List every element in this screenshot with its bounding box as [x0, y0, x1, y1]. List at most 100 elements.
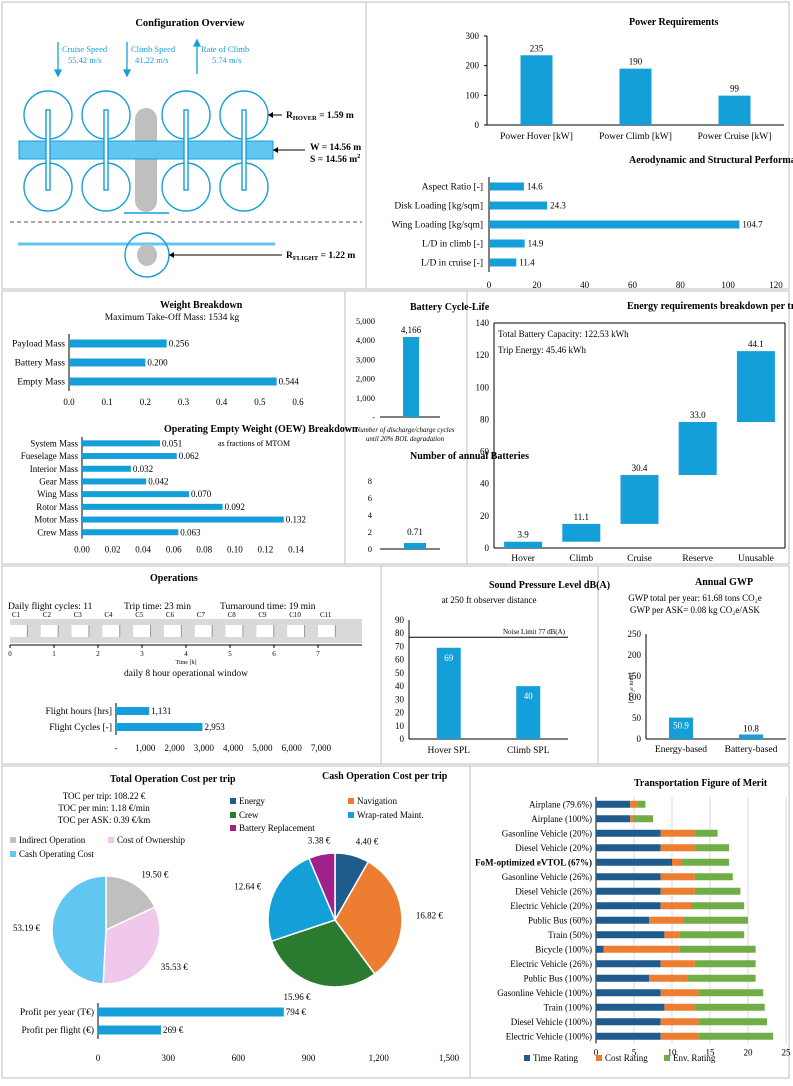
- fom-bar-segment: [660, 1032, 699, 1040]
- profit-category-label: Profit per flight (€): [21, 1025, 94, 1036]
- aero-data-label: 14.9: [528, 239, 544, 249]
- weight-xtick: 0.2: [140, 397, 151, 407]
- cycle-caption-1: Number of discharge/charge cycles: [355, 426, 455, 434]
- ops-hours-xtick: 5,000: [252, 743, 273, 753]
- cycle-ytick: 3,000: [356, 354, 375, 364]
- profit-data-label: 269 €: [163, 1025, 184, 1035]
- fom-category-label: Diesel Vehicle (100%): [511, 1017, 592, 1027]
- time-axis-label: Time [h]: [176, 660, 197, 666]
- annual-batteries-ytick: 2: [368, 527, 372, 537]
- cruise-speed-label: Cruise Speed: [62, 44, 108, 54]
- aero-xtick: 100: [721, 280, 735, 290]
- gwp-title: Annual GWP: [695, 577, 753, 588]
- annual-batteries-ytick: 0: [368, 544, 372, 554]
- weight-xtick: 0.6: [292, 397, 304, 407]
- energy-ytick: 0: [485, 543, 490, 553]
- timeline-xtick: 4: [184, 650, 188, 658]
- power-data-label: 99: [730, 84, 740, 94]
- aero-category-label: L/D in climb [-]: [422, 240, 483, 250]
- timeline-cycle-label: C10: [289, 611, 301, 619]
- fom-bar-segment: [649, 974, 688, 982]
- fom-bar-segment: [596, 1018, 661, 1026]
- fom-category-label: Electric Vehicle (20%): [510, 901, 592, 911]
- trip-energy-label: Trip Energy: 45.46 kWh: [498, 345, 587, 355]
- toc-data-label: 35.53 €: [161, 962, 189, 972]
- toc-legend-label: Cash Operating Cost: [19, 849, 94, 859]
- annual-batteries-ytick: 4: [368, 510, 373, 520]
- timeline-xtick: 3: [140, 650, 144, 658]
- timeline-turnaround-marker: [180, 625, 182, 637]
- gwp-category-label: Energy-based: [655, 745, 707, 755]
- energy-bar: [620, 475, 659, 524]
- cycle-title: Battery Cycle-Life: [410, 302, 490, 313]
- fom-bar-segment: [679, 931, 745, 939]
- cash-data-label: 3.38 €: [308, 836, 331, 846]
- oew-category-label: Rotor Mass: [36, 502, 78, 512]
- fom-category-label: Airplane (79.6%): [529, 799, 592, 809]
- timeline-turnaround-marker: [26, 625, 28, 637]
- cash-legend-label: Crew: [239, 810, 259, 820]
- timeline-turnaround-marker: [273, 625, 275, 637]
- fom-bar-segment: [664, 1003, 695, 1011]
- cash-slice: [307, 852, 336, 921]
- oew-xtick: 0.04: [135, 545, 151, 555]
- fom-legend-swatch: [524, 1055, 530, 1061]
- aero-bar: [489, 239, 525, 248]
- fom-bar-segment: [660, 873, 695, 881]
- cash-legend-swatch: [230, 825, 236, 831]
- energy-data-label: 44.1: [748, 339, 764, 349]
- power-category-label: Power Climb [kW]: [599, 132, 672, 142]
- toc-slice: [102, 906, 161, 985]
- timeline-background: [10, 619, 362, 643]
- aero-bar: [489, 258, 517, 267]
- fom-legend-label: Cost Rating: [605, 1053, 648, 1063]
- energy-bar: [736, 351, 775, 422]
- ops-hours-xtick: 6,000: [282, 743, 303, 753]
- profit-xtick: 900: [302, 1053, 316, 1063]
- fom-bar-segment: [634, 815, 653, 823]
- cycle-ytick: 4,000: [356, 335, 375, 345]
- power-ytick: 100: [466, 90, 480, 100]
- gwp-bar: [669, 717, 693, 739]
- fom-bar-segment: [681, 858, 729, 866]
- weight-category-label: Payload Mass: [12, 340, 65, 350]
- fom-xtick: 20: [744, 1048, 754, 1058]
- fom-bar-segment: [596, 916, 650, 924]
- toc-trip-label: TOC per trip: 108.22 €: [63, 791, 146, 801]
- mtom-label: Maximum Take-Off Mass: 1534 kg: [105, 312, 240, 323]
- energy-bar: [504, 541, 543, 548]
- profit-bar: [98, 1007, 284, 1017]
- aero-data-label: 14.6: [527, 182, 543, 192]
- daily-cycles-label: Daily flight cycles: 11: [8, 601, 93, 612]
- oew-note: as fractions of MTOM: [218, 439, 290, 448]
- aero-title: Aerodynamic and Structural Performance M…: [629, 155, 793, 166]
- wing-top: [18, 140, 274, 160]
- fom-bar-segment: [649, 916, 684, 924]
- ops-hours-bar: [116, 723, 203, 731]
- fom-bar-segment: [694, 829, 718, 837]
- cash-slice: [334, 860, 403, 975]
- energy-data-label: 30.4: [632, 463, 648, 473]
- spl-category-label: Hover SPL: [428, 746, 471, 756]
- gwp-ytick: 200: [628, 650, 642, 660]
- fom-bar-segment: [683, 916, 748, 924]
- annual-batteries-ytick: 6: [368, 493, 372, 503]
- frame-cost: [1, 765, 790, 1079]
- aero-xtick: 60: [628, 280, 638, 290]
- aero-bar: [489, 182, 524, 191]
- oew-title: Operating Empty Weight (OEW) Breakdown: [164, 424, 358, 435]
- timeline-turnaround-marker: [334, 625, 336, 637]
- timeline-flight-block: [133, 625, 151, 637]
- cash-legend-swatch: [348, 798, 354, 804]
- cash-title: Cash Operation Cost per trip: [322, 771, 448, 782]
- toc-title: Total Operation Cost per trip: [110, 774, 236, 785]
- profit-data-label: 794 €: [286, 1007, 307, 1017]
- fom-xtick: 5: [632, 1048, 637, 1058]
- cash-legend-swatch: [230, 798, 236, 804]
- timeline-xtick: 6: [272, 650, 276, 658]
- fom-bar-segment: [694, 960, 756, 968]
- timeline-turnaround-marker: [57, 625, 59, 637]
- fom-bar-segment: [694, 887, 741, 895]
- profit-xtick: 600: [232, 1053, 246, 1063]
